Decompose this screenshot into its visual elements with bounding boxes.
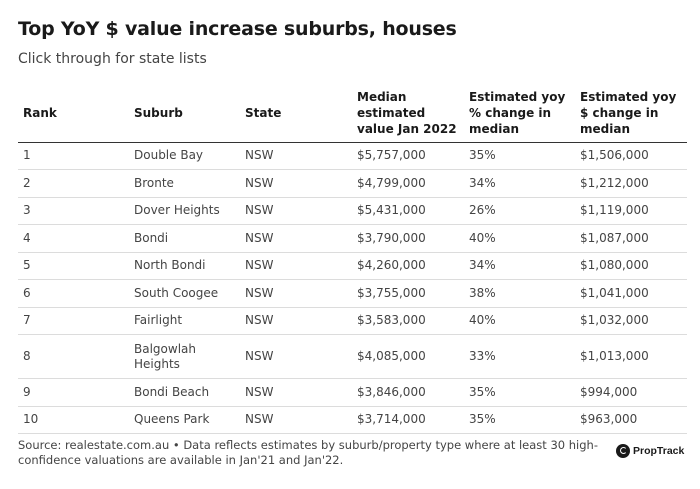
cell-median-value: $5,757,000 (352, 142, 464, 170)
cell-rank: 6 (18, 279, 129, 308)
cell-median-value: $5,431,000 (352, 197, 464, 225)
cell-median-value: $3,714,000 (352, 406, 464, 434)
cell-pct-change: 34% (464, 169, 575, 198)
cell-state: NSW (240, 197, 352, 225)
cell-rank: 5 (18, 252, 129, 280)
cell-rank: 7 (18, 307, 129, 335)
logo-text: PropTrack (633, 445, 685, 457)
cell-median-value: $4,799,000 (352, 169, 464, 198)
cell-pct-change: 34% (464, 252, 575, 280)
suburb-table: Rank Suburb State Median estimated value… (18, 84, 687, 434)
cell-rank: 3 (18, 197, 129, 225)
cell-dollar-change: $963,000 (575, 406, 687, 434)
cell-median-value: $3,846,000 (352, 378, 464, 407)
table-row: 10 Queens Park NSW $3,714,000 35% $963,000 (18, 406, 687, 434)
table-row: 4 Bondi NSW $3,790,000 40% $1,087,000 (18, 224, 687, 253)
column-header-pct-change: Estimated yoy % change in median (464, 84, 575, 143)
cell-suburb: Bondi (129, 224, 240, 253)
page-title: Top YoY $ value increase suburbs, houses (18, 18, 457, 40)
cell-state: NSW (240, 224, 352, 253)
cell-suburb: Balgowlah Heights (129, 334, 240, 379)
cell-pct-change: 26% (464, 197, 575, 225)
cell-rank: 1 (18, 142, 129, 170)
table-row: 9 Bondi Beach NSW $3,846,000 35% $994,000 (18, 378, 687, 407)
cell-median-value: $3,583,000 (352, 307, 464, 335)
table-row: 2 Bronte NSW $4,799,000 34% $1,212,000 (18, 169, 687, 198)
table-row: 3 Dover Heights NSW $5,431,000 26% $1,119,000 (18, 197, 687, 225)
cell-suburb: Dover Heights (129, 197, 240, 225)
column-header-rank: Rank (18, 84, 129, 143)
cell-pct-change: 33% (464, 334, 575, 379)
cell-dollar-change: $1,119,000 (575, 197, 687, 225)
proptrack-logo-icon (616, 444, 630, 458)
cell-rank: 2 (18, 169, 129, 198)
cell-pct-change: 38% (464, 279, 575, 308)
cell-state: NSW (240, 169, 352, 198)
cell-dollar-change: $1,506,000 (575, 142, 687, 170)
cell-median-value: $3,755,000 (352, 279, 464, 308)
table-header-row: Rank Suburb State Median estimated value… (18, 84, 687, 143)
cell-dollar-change: $1,013,000 (575, 334, 687, 379)
cell-state: NSW (240, 279, 352, 308)
source-note: Source: realestate.com.au • Data reflect… (18, 438, 598, 467)
cell-suburb: Bondi Beach (129, 378, 240, 407)
cell-rank: 10 (18, 406, 129, 434)
cell-median-value: $4,085,000 (352, 334, 464, 379)
cell-rank: 9 (18, 378, 129, 407)
column-header-dollar-change: Estimated yoy $ change in median (575, 84, 687, 143)
cell-median-value: $4,260,000 (352, 252, 464, 280)
cell-suburb: Double Bay (129, 142, 240, 170)
cell-state: NSW (240, 142, 352, 170)
column-header-median-value: Median estimated value Jan 2022 (352, 84, 464, 143)
column-header-state: State (240, 84, 352, 143)
proptrack-logo: PropTrack (616, 444, 684, 458)
cell-pct-change: 35% (464, 142, 575, 170)
cell-state: NSW (240, 406, 352, 434)
cell-suburb: Bronte (129, 169, 240, 198)
table-row: 6 South Coogee NSW $3,755,000 38% $1,041,000 (18, 279, 687, 308)
table-row: 8 Balgowlah Heights NSW $4,085,000 33% $1,013… (18, 334, 687, 379)
cell-dollar-change: $1,080,000 (575, 252, 687, 280)
cell-pct-change: 35% (464, 406, 575, 434)
cell-dollar-change: $1,087,000 (575, 224, 687, 253)
cell-rank: 4 (18, 224, 129, 253)
cell-rank: 8 (18, 334, 129, 379)
table-row: 5 North Bondi NSW $4,260,000 34% $1,080,000 (18, 252, 687, 280)
column-header-suburb: Suburb (129, 84, 240, 143)
cell-suburb: Queens Park (129, 406, 240, 434)
cell-median-value: $3,790,000 (352, 224, 464, 253)
table-row: 7 Fairlight NSW $3,583,000 40% $1,032,000 (18, 307, 687, 335)
cell-suburb: South Coogee (129, 279, 240, 308)
page-subtitle[interactable]: Click through for state lists (18, 51, 207, 67)
cell-pct-change: 40% (464, 307, 575, 335)
cell-dollar-change: $994,000 (575, 378, 687, 407)
cell-dollar-change: $1,212,000 (575, 169, 687, 198)
table-row: 1 Double Bay NSW $5,757,000 35% $1,506,000 (18, 142, 687, 170)
cell-state: NSW (240, 252, 352, 280)
cell-state: NSW (240, 334, 352, 379)
cell-suburb: Fairlight (129, 307, 240, 335)
cell-dollar-change: $1,041,000 (575, 279, 687, 308)
cell-dollar-change: $1,032,000 (575, 307, 687, 335)
cell-pct-change: 35% (464, 378, 575, 407)
cell-suburb: North Bondi (129, 252, 240, 280)
cell-pct-change: 40% (464, 224, 575, 253)
cell-state: NSW (240, 378, 352, 407)
cell-state: NSW (240, 307, 352, 335)
